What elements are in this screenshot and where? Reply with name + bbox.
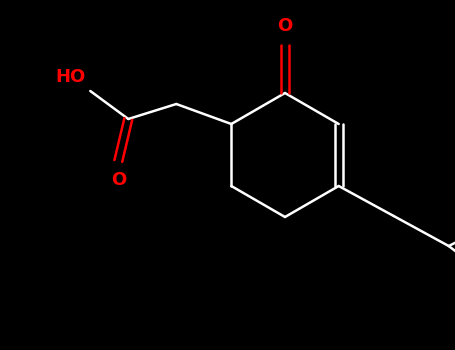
Text: O: O xyxy=(111,171,126,189)
Text: HO: HO xyxy=(55,68,85,86)
Text: O: O xyxy=(278,17,293,35)
